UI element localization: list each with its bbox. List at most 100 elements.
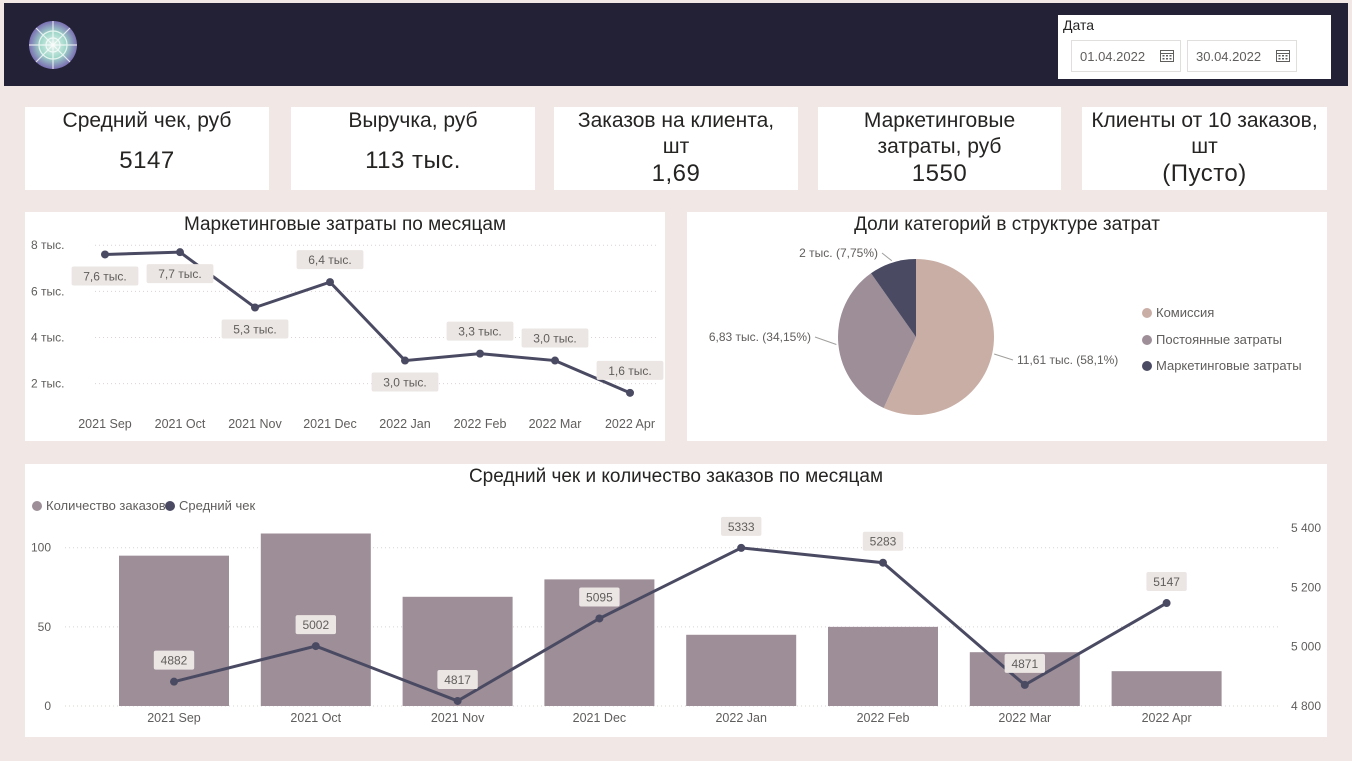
data-label-text: 4871 [1011,657,1038,671]
calendar-icon[interactable] [1160,49,1174,62]
data-point[interactable] [311,642,320,651]
date-to-input[interactable]: 30.04.2022 [1187,40,1297,72]
data-point[interactable] [1020,680,1029,689]
data-label: 5,3 тыс. [221,319,289,339]
kpi-card-orders-per-client: Заказов на клиента, шт 1,69 [554,107,798,190]
kpi-label: Выручка, руб [348,109,478,132]
data-point[interactable] [401,356,409,365]
data-label-text: 6,4 тыс. [308,253,351,267]
legend-item-marketing-costs[interactable]: Маркетинговые затраты [1142,358,1302,373]
legend-label: Средний чек [179,498,256,513]
data-label-text: 3,3 тыс. [458,325,501,339]
kpi-label: Клиенты от 10 заказов, [1091,109,1318,132]
legend-item-fixed-costs[interactable]: Постоянные затраты [1142,332,1282,347]
logo-icon [29,21,77,69]
data-point[interactable] [595,614,604,623]
kpi-value: (Пусто) [1162,160,1247,187]
date-from-input[interactable]: 01.04.2022 [1071,40,1181,72]
data-label-bg [371,372,439,392]
date-from-value: 01.04.2022 [1080,49,1146,64]
avg-check-orders-combo-chart: 0 50 100 4 800 5 000 5 200 5 400 2021 Sep 2021 O… [31,516,1321,725]
series-line [104,250,631,395]
legend-dot [165,501,175,511]
y-right-tick-label: 4 800 [1291,699,1321,713]
date-to-value: 30.04.2022 [1196,49,1262,64]
chart-title: Доли категорий в структуре затрат [854,214,1160,235]
data-label-bg [1146,572,1187,592]
data-point[interactable] [879,558,887,567]
x-tick-label: 2021 Sep [78,417,132,431]
leader-line [881,252,893,262]
data-label-bg [71,266,139,286]
marketing-line-chart: 2 тыс. 4 тыс. 6 тыс. 8 тыс. 7,6 тыс. 2021 Sep… [31,238,664,431]
x-tick-label: 2021 Nov [228,417,282,431]
kpi-value: 5147 [119,147,175,174]
data-point[interactable] [737,543,746,552]
data-label-text: 5147 [1153,575,1180,589]
date-filter-title: Дата [1063,17,1095,33]
legend-dot [32,501,42,511]
kpi-card-avg-check: Средний чек, руб 5147 [25,107,269,190]
data-label-text: 3,0 тыс. [383,376,426,390]
data-label-bg [146,264,214,284]
x-tick-label: 2022 Apr [605,417,655,431]
data-point[interactable] [251,303,259,312]
y-tick-label: 4 тыс. [31,330,64,344]
x-tick-label: 2022 Mar [998,711,1051,725]
cost-structure-pie-chart: 11,61 тыс. (58,1%) 6,83 тыс. (34,15%) 2 ты… [709,246,1118,415]
calendar-icon[interactable] [1276,49,1290,62]
data-label-text: 5002 [302,618,329,632]
data-label: 5333 [721,516,762,536]
slice-label: 2 тыс. (7,75%) [799,246,878,260]
kpi-value: 1550 [911,160,968,187]
data-point[interactable] [1162,599,1171,608]
data-label: 3,0 тыс. [371,372,439,392]
kpi-value: 113 тыс. [365,147,461,174]
kpi-value: 1,69 [651,160,701,187]
legend-item-commission[interactable]: Комиссия [1142,305,1214,320]
data-point[interactable] [101,250,109,259]
bar[interactable] [1111,671,1222,706]
bar[interactable] [402,596,513,706]
bar[interactable] [686,634,797,706]
data-label-text: 5283 [870,535,897,549]
x-tick-label: 2021 Nov [431,711,485,725]
pie-slice[interactable] [838,273,916,408]
data-point[interactable] [551,356,559,365]
data-label: 4817 [437,669,478,689]
data-point[interactable] [326,278,334,287]
y-tick-label: 2 тыс. [31,377,64,391]
leader-line [814,336,837,345]
data-label-bg [221,319,289,339]
marketing-costs-chart-panel: Маркетинговые затраты по месяцам 2 тыс. 4… [25,212,665,441]
avg-check-orders-chart-panel: Средний чек и количество заказов по меся… [25,464,1327,737]
pie-slice[interactable] [871,259,916,337]
legend-label: Маркетинговые затраты [1156,358,1302,373]
legend-item-avg-check[interactable]: Средний чек [165,498,255,513]
legend-item-orders[interactable]: Количество заказов [32,498,166,513]
y-right-tick-label: 5 400 [1291,521,1321,535]
bar[interactable] [828,626,938,706]
kpi-label: Средний чек, руб [62,109,232,132]
legend-dot [1142,361,1152,371]
data-point[interactable] [170,677,178,686]
data-label-bg [862,531,904,551]
pie-slice[interactable] [883,259,994,415]
data-label-text: 5333 [728,520,755,534]
legend-label: Постоянные затраты [1156,332,1283,347]
data-label-bg [721,516,762,536]
data-label: 1,6 тыс. [596,360,664,380]
slice-label: 6,83 тыс. (34,15%) [709,330,811,344]
data-point[interactable] [176,248,184,257]
data-point[interactable] [476,349,484,358]
data-label-text: 5095 [586,590,613,604]
legend-dot [1142,335,1152,345]
legend-label: Количество заказов [46,498,166,513]
kpi-label-line2: шт [662,135,690,158]
data-point[interactable] [626,388,634,397]
data-label: 5283 [862,531,904,551]
x-tick-label: 2021 Dec [573,711,627,725]
data-label: 5002 [295,615,336,635]
data-point[interactable] [453,696,462,705]
x-tick-label: 2022 Mar [529,417,582,431]
